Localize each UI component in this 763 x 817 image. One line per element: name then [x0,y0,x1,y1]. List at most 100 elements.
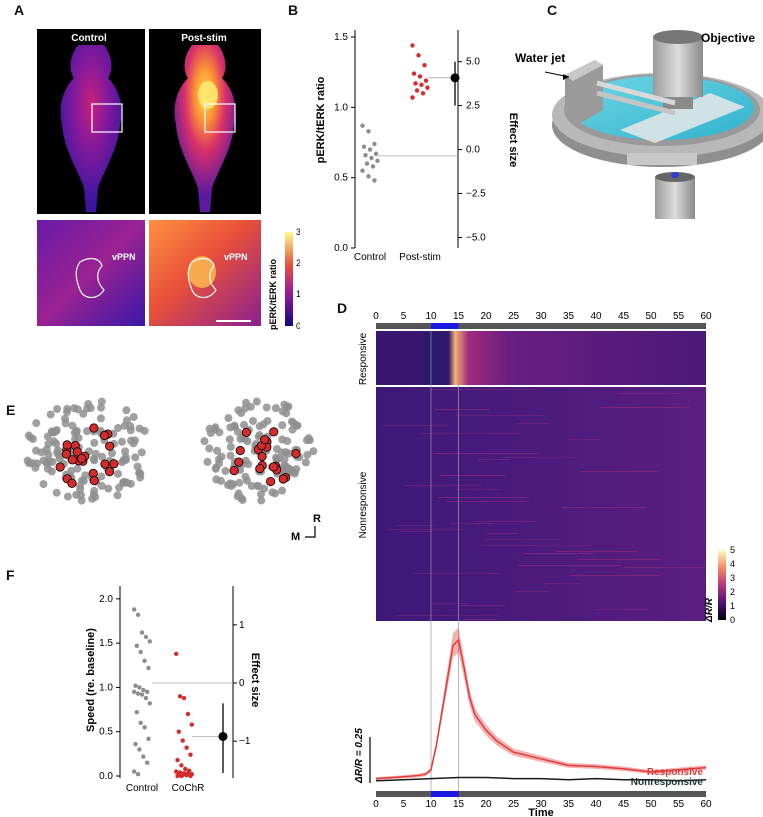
neuron-dot [252,397,261,406]
neuron-dot [114,423,123,432]
panel-f-point [183,766,188,772]
panel-label-b: B [288,2,299,18]
neuron-dot [52,426,61,435]
panel-b-point [413,81,418,86]
responsive-neuron-dot [265,476,276,487]
control-roi-box [91,103,123,133]
panel-f-xtick-control: Control [126,783,158,794]
nonresponsive-row-label: Nonresponsive [358,471,369,538]
time-tick-label: 60 [700,799,712,810]
responsive-neuron-dot [260,434,270,445]
neuron-dot [263,416,272,425]
panel-f-point [174,651,179,656]
panel-b-point [417,74,423,79]
panel-f-point [134,710,139,715]
poststim-roi-box [204,103,236,133]
responsive-neuron-dot [234,457,244,467]
neuron-dot [247,481,256,490]
neuron-dot [237,409,246,418]
neuron-dot [90,438,99,447]
neuron-dot [23,456,32,465]
colorbar-d-tick: 1 [730,601,735,611]
panel-d-figure: 0 5 10 15 20 25 30 35 40 45 50 55 60 Responsive Nonr… [354,311,735,817]
panel-b-ytick-label: 0.5 [334,173,348,184]
nonresponsive-heatmap [376,387,706,621]
panel-b-point [423,78,429,83]
responsive-neuron-dot [89,475,99,486]
neuron-dot [271,489,280,498]
neuron-dot [230,421,239,430]
responsive-row-label: Responsive [358,332,369,385]
panel-f-ytick-label: 0.5 [99,727,113,738]
panel-f-point [143,634,149,640]
time-tick-label: 55 [673,311,685,322]
neuron-dot [121,447,130,456]
panel-f-point [132,607,137,612]
panel-f-point [147,701,152,706]
colorbar-a-tick: 0 [296,321,300,331]
neuron-dot [39,480,48,489]
panel-f-point [185,711,191,717]
bottom-time-bar [376,791,706,797]
neuron-dot [90,486,99,495]
time-tick-label: 35 [563,799,575,810]
top-stim-bar [431,323,459,329]
neuron-dot [131,453,140,462]
neuron-dot [309,447,318,456]
panel-f-point [188,752,193,757]
neuron-dot [272,453,281,462]
neuron-dot [76,485,85,494]
colorbar-a-tick: 3 [296,227,300,237]
neuron-dot [104,484,113,493]
panel-b-point [416,53,421,58]
time-tick-label: 30 [535,311,547,322]
responsive-neuron-dot [255,463,265,474]
panel-f-ytick-label: 0.0 [99,771,113,782]
time-tick-label: 50 [645,799,657,810]
neuron-dot [212,475,221,484]
panel-e-cell-map: R M [23,397,321,543]
panel-f-point [177,694,183,699]
panel-f-point [141,754,146,759]
responsive-neuron-dot [229,465,239,476]
neuron-dot [97,403,106,412]
nonresponsive-trace [375,776,707,782]
time-tick-label: 0 [373,311,379,322]
neuron-dot [79,409,88,418]
objective-label: Objective [701,31,755,45]
panel-b-point [411,71,417,76]
panel-b-point [410,95,415,100]
neuron-dot [303,450,312,459]
neuron-dot [226,442,235,451]
colorbar-a-tick: 1 [296,289,300,299]
panel-b-y2tick-label: 5.0 [466,57,480,68]
time-tick-label: 40 [590,799,602,810]
time-axis-label: Time [528,807,553,817]
panel-b-point [425,85,430,90]
panel-b-point [367,147,373,152]
panel-f-point [180,738,185,743]
neuron-dot [205,444,214,453]
panel-b-y2tick-label: −2.5 [466,189,486,200]
neuron-dot [233,492,242,501]
neuron-dot [42,445,51,454]
time-tick-label: 50 [645,311,657,322]
time-tick-label: 35 [563,311,575,322]
neuron-dot [135,424,144,433]
neuron-dot [113,469,122,478]
responsive-neuron-dot [241,427,252,437]
time-tick-label: 5 [401,799,407,810]
panel-b-point [375,158,380,163]
neuron-dot [210,425,219,434]
responsive-neuron-dot [77,453,87,464]
responsive-neuron-dot [62,440,72,450]
panel-f-point [137,747,142,752]
time-tick-label: 45 [618,799,630,810]
panel-f-y2tick-label: −1 [239,736,251,747]
control-vppn-outline [75,257,105,299]
axis-r-label: R [313,513,321,525]
panel-f-point [133,683,138,688]
panel-f-point [132,689,137,695]
panel-f-xtick-cochr: CoChR [172,783,205,794]
responsive-neuron-dot [109,459,119,469]
